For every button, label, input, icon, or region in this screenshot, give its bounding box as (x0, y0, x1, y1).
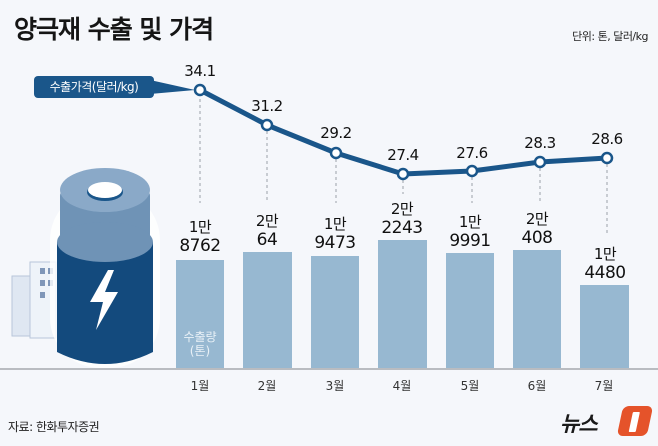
volume-bar-3 (311, 256, 359, 369)
volume-label-3: 1만 9473 (314, 215, 356, 253)
volume-bar-2 (243, 252, 292, 369)
volume-label-1: 1만 8762 (179, 218, 221, 256)
volume-bar-6 (513, 250, 561, 369)
volume-label-5: 1만 9991 (449, 213, 491, 251)
price-legend-callout: 수출가격(달러/kg) (34, 76, 154, 98)
x-tick-label: 1월 (190, 379, 210, 393)
x-tick-label: 7월 (594, 379, 614, 393)
chart-title: 양극재 수출 및 가격 (14, 15, 214, 44)
price-label: 29.2 (320, 124, 352, 142)
news1-logo: 뉴스 (560, 404, 654, 438)
price-label: 28.6 (591, 130, 623, 148)
volume-label-2: 2만 64 (255, 212, 279, 250)
price-label: 28.3 (524, 134, 556, 152)
volume-bar-4 (378, 240, 427, 369)
price-label: 34.1 (184, 62, 216, 80)
x-tick-label: 2월 (257, 379, 277, 393)
volume-bar-5 (446, 253, 494, 369)
source-note: 자료: 한화투자증권 (8, 420, 100, 434)
x-tick-label: 4월 (392, 379, 412, 393)
price-label: 27.4 (387, 146, 419, 164)
volume-legend-line2: (톤) (189, 344, 211, 358)
x-tick-label: 6월 (527, 379, 547, 393)
volume-bar-1: 수출량 (톤) (176, 260, 224, 369)
volume-label-4: 2만 2243 (381, 200, 423, 238)
factory-icon (11, 261, 57, 339)
x-axis-baseline (0, 368, 658, 370)
unit-label: 단위: 톤, 달러/kg (572, 30, 648, 43)
price-label: 27.6 (456, 144, 488, 162)
x-tick-label: 3월 (325, 379, 345, 393)
volume-label-7: 1만 4480 (584, 245, 626, 283)
volume-legend-line1: 수출량 (183, 330, 217, 344)
volume-bar-7 (580, 285, 629, 369)
logo-mark-icon (616, 406, 654, 436)
logo-text: 뉴스 (560, 412, 598, 436)
volume-label-6: 2만 408 (521, 210, 553, 248)
price-label: 31.2 (251, 97, 283, 115)
x-tick-label: 5월 (460, 379, 480, 393)
battery-icon (50, 168, 160, 368)
